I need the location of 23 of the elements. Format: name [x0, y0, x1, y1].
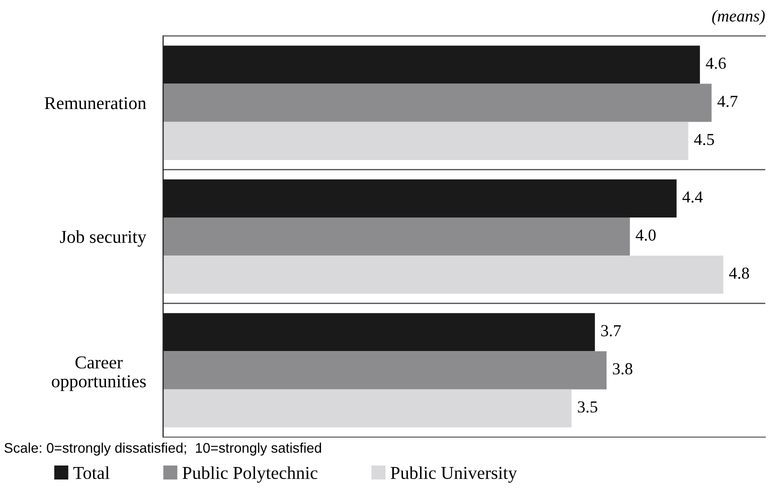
text: Scale: 0=strongly dissatisfied; 10=strongly satisfied [4, 442, 322, 456]
y-tick-label: Job security [60, 230, 146, 247]
bar [163, 84, 712, 122]
data-label: 4.6 [706, 58, 726, 69]
bar [163, 122, 688, 160]
text: (means) [712, 10, 765, 26]
data-label: 3.8 [612, 363, 632, 375]
data-label: 4.5 [694, 134, 714, 146]
data-label: 4.0 [636, 229, 656, 241]
legend-label: Public Polytechnic [182, 466, 318, 483]
bar [163, 389, 572, 428]
data-label: 4.8 [729, 268, 750, 279]
data-label: 3.5 [578, 401, 598, 413]
legend-label: Total [73, 466, 110, 480]
data-label: 3.7 [601, 325, 621, 336]
legend-label: Public University [390, 466, 517, 483]
y-tick-label: Career opportunities [52, 356, 146, 392]
bar [163, 351, 607, 390]
bar [163, 256, 724, 294]
data-label: 4.4 [682, 191, 703, 203]
bar [163, 217, 630, 256]
data-label: 4.7 [717, 96, 738, 108]
y-tick-label: Remuneration [44, 97, 146, 110]
